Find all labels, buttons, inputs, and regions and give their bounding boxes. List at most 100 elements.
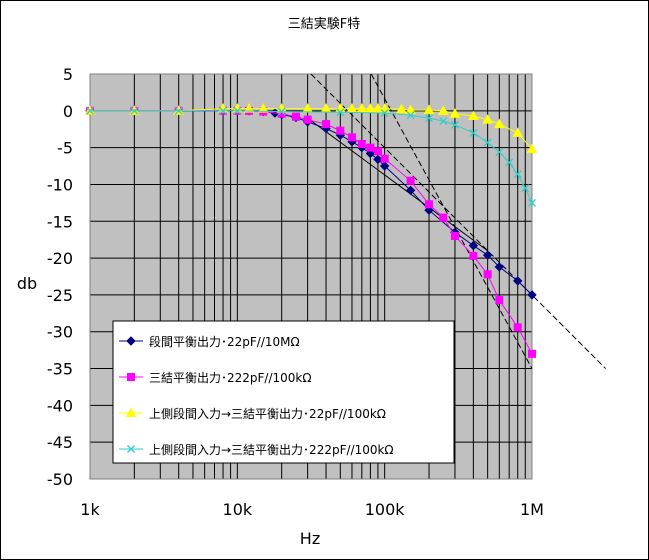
square-marker (322, 120, 331, 129)
diamond-marker (494, 262, 505, 272)
triangle-marker (482, 114, 494, 124)
square-marker (357, 139, 366, 148)
x-marker (277, 107, 286, 116)
square-marker (303, 115, 312, 124)
x-marker (130, 106, 139, 115)
x-marker (495, 148, 504, 157)
triangle-marker (437, 105, 449, 115)
diamond-marker (482, 250, 493, 260)
triangle-marker (396, 103, 407, 114)
square-marker (380, 154, 389, 163)
triangle-marker (449, 108, 461, 118)
y-tick-label: 5 (63, 65, 73, 84)
diamond-marker (126, 336, 136, 346)
x-marker (469, 128, 478, 137)
square-marker (450, 232, 459, 240)
x-marker (528, 198, 536, 207)
square-marker (495, 296, 504, 305)
legend: 段間平衡出力･22pF//10MΩ 三結平衡出力･222pF//100kΩ 上側段間… (112, 320, 455, 464)
triangle-marker (257, 103, 269, 113)
x-marker-stroke (528, 198, 536, 207)
chart-title: 三結実験F特 (288, 16, 360, 32)
x-marker-stroke (495, 148, 504, 157)
data-series (84, 103, 538, 358)
x-marker-stroke (521, 184, 530, 193)
y-axis-title: db (17, 274, 37, 293)
x-marker (86, 106, 94, 115)
x-marker (219, 106, 228, 115)
x-marker (233, 106, 242, 115)
y-tick-label: -45 (47, 433, 73, 452)
diamond-marker (468, 240, 479, 251)
x-axis-title: Hz (300, 529, 320, 548)
triangle-marker (405, 104, 416, 115)
square-marker (439, 213, 448, 222)
square-marker (347, 133, 356, 142)
x-marker (505, 158, 514, 167)
legend-box (112, 320, 455, 464)
x-marker-stroke (483, 138, 492, 147)
square-marker (483, 270, 492, 279)
legend-item: 上側段間入力→三結平衡出力･22pF//100kΩ (119, 406, 386, 421)
x-tick-label: 100k (365, 500, 406, 519)
x-marker-stroke (406, 111, 415, 120)
legend-label: 上側段間入力→三結平衡出力･222pF//100kΩ (149, 442, 394, 457)
x-marker-stroke (513, 170, 522, 179)
x-marker-stroke (127, 445, 135, 453)
triangle-marker (365, 103, 376, 113)
y-tick-label: -20 (47, 249, 73, 268)
triangle-marker (493, 118, 505, 129)
x-marker-stroke (233, 106, 242, 115)
x-marker-stroke (505, 158, 514, 167)
square-marker (513, 323, 522, 332)
diamond-marker (379, 161, 390, 171)
y-tick-label: -30 (47, 323, 73, 342)
x-marker-stroke (336, 108, 345, 117)
x-marker-stroke (174, 106, 183, 115)
diamond-marker (527, 290, 537, 300)
x-marker-stroke (130, 106, 139, 115)
x-marker (439, 117, 448, 126)
x-tick-labels: 1k 10k 100k 1M (80, 500, 544, 519)
x-marker (127, 445, 135, 453)
y-tick-label: -15 (47, 212, 73, 231)
x-tick-label: 10k (223, 500, 253, 519)
diamond-marker (513, 276, 523, 286)
guide-line (370, 73, 533, 369)
square-marker (425, 200, 434, 209)
triangle-marker (468, 110, 479, 120)
diamond-marker (405, 185, 416, 196)
square-marker (127, 373, 135, 381)
x-marker-stroke (469, 128, 478, 137)
x-marker-stroke (451, 120, 459, 129)
y-tick-label: -35 (47, 360, 73, 379)
square-marker (336, 126, 345, 135)
x-marker-stroke (86, 106, 94, 115)
y-tick-label: -40 (47, 396, 73, 415)
x-marker (483, 138, 492, 147)
square-marker (406, 176, 415, 185)
x-marker (174, 106, 183, 115)
x-marker (513, 170, 522, 179)
legend-item: 三結平衡出力･222pF//100kΩ (119, 371, 312, 385)
y-tick-label: -10 (47, 175, 73, 194)
x-tick-label: 1M (520, 500, 544, 519)
triangle-marker (356, 103, 368, 113)
triangle-marker (243, 103, 255, 113)
triangle-marker (423, 104, 435, 115)
square-marker (528, 349, 536, 358)
x-marker (521, 184, 530, 193)
legend-item: 上側段間入力→三結平衡出力･222pF//100kΩ (119, 442, 394, 457)
x-marker-stroke (219, 106, 228, 115)
x-marker (451, 120, 459, 129)
guide-line (310, 73, 606, 369)
diamond-marker (373, 154, 383, 165)
x-marker (425, 114, 433, 123)
x-marker-stroke (277, 107, 286, 116)
series-4 (86, 106, 536, 207)
triangle-marker (512, 127, 524, 137)
x-marker (406, 111, 415, 120)
triangle-marker (372, 103, 384, 113)
